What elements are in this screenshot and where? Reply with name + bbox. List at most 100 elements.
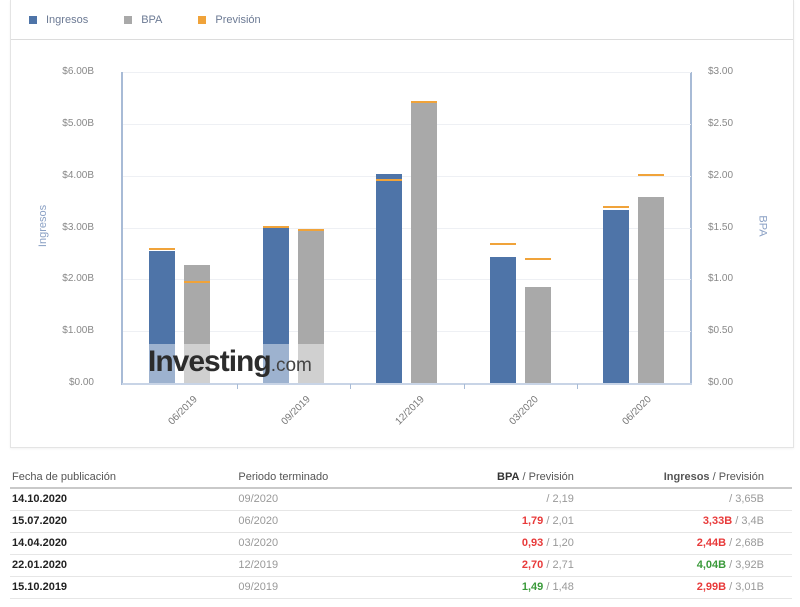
col-eps-fc-label: Previsión <box>528 470 574 483</box>
separator: / <box>729 559 733 571</box>
forecast-marker[interactable] <box>149 248 175 251</box>
watermark-domain: .com <box>270 355 312 376</box>
eps-forecast: 1,20 <box>552 537 574 549</box>
separator: / <box>522 470 526 483</box>
release-date: 15.07.2020 <box>10 510 237 533</box>
prevision-swatch-icon <box>198 15 207 24</box>
y-tick-left: $1.00B <box>62 325 94 337</box>
x-tick-mark <box>577 384 579 389</box>
gridline <box>123 279 691 281</box>
forecast-marker[interactable] <box>524 257 551 260</box>
forecast-marker[interactable] <box>603 205 630 208</box>
bar-ingresos[interactable] <box>489 256 516 383</box>
gridline <box>123 175 691 177</box>
y-tick-right: $2.50 <box>708 117 734 129</box>
forecast-marker[interactable] <box>376 178 403 181</box>
y-tick-left: $5.00B <box>62 117 94 129</box>
bar-ingresos[interactable] <box>149 250 175 383</box>
x-tick-mark <box>350 384 352 389</box>
table-row[interactable]: 15.07.2020 06/2020 1,79 / 2,01 3,33B / 3… <box>10 510 792 533</box>
revenue-cell: 3,33B / 3,4B <box>575 510 792 533</box>
revenue-forecast: 3,4B <box>741 515 764 527</box>
bar-ingresos[interactable] <box>262 228 289 383</box>
col-eps[interactable]: BPA / Previsión <box>421 466 576 489</box>
bar-bpa[interactable] <box>184 264 210 383</box>
eps-actual: 0,93 <box>521 537 544 549</box>
gridline <box>123 123 691 125</box>
forecast-marker[interactable] <box>638 173 665 176</box>
y-tick-right: $1.00 <box>708 273 734 285</box>
legend-item-prevision[interactable]: Previsión <box>198 14 261 26</box>
revenue-cell: 2,99B / 3,01B <box>575 576 792 599</box>
release-date: 14.10.2020 <box>10 488 237 511</box>
forecast-marker[interactable] <box>297 228 324 231</box>
separator: / <box>729 493 733 506</box>
forecast-marker[interactable] <box>184 281 210 284</box>
x-tick-label: 06/2020 <box>620 394 654 428</box>
investing-watermark: Investing .com <box>148 345 312 385</box>
y-tick-left: $3.00B <box>62 221 94 233</box>
watermark-backdrop <box>148 344 342 383</box>
revenue-forecast: 3,01B <box>735 581 764 593</box>
revenue-forecast: 3,65B <box>735 493 764 506</box>
chart-legend: Ingresos BPA Previsión <box>11 0 793 40</box>
eps-actual: 1,79 <box>521 515 544 527</box>
revenue-forecast: 3,92B <box>735 559 764 571</box>
table-row[interactable]: 22.01.2020 12/2019 2,70 / 2,71 4,04B / 3… <box>10 554 792 577</box>
y-axis-right <box>690 72 692 385</box>
y-tick-right: $0.00 <box>708 377 734 388</box>
bpa-swatch-icon <box>124 15 133 24</box>
table-header: Fecha de publicación Periodo terminado B… <box>10 466 792 489</box>
release-date: 14.04.2020 <box>10 532 237 555</box>
forecast-marker[interactable] <box>262 225 289 228</box>
table-row[interactable]: 14.10.2020 09/2020 / 2,19 / 3,65B <box>10 488 792 511</box>
bar-bpa[interactable] <box>524 286 551 383</box>
bar-bpa[interactable] <box>411 103 438 383</box>
eps-cell: 2,70 / 2,71 <box>421 554 576 577</box>
bar-ingresos[interactable] <box>603 210 630 383</box>
separator: / <box>712 470 716 483</box>
gridline <box>123 227 691 229</box>
y-axis-left <box>121 72 123 385</box>
bar-bpa[interactable] <box>297 228 324 383</box>
y-tick-left: $6.00B <box>62 66 94 77</box>
eps-cell: 0,93 / 1,20 <box>421 532 576 555</box>
eps-cell: 1,79 / 2,01 <box>421 510 576 533</box>
eps-forecast: 1,48 <box>552 581 574 593</box>
revenue-actual: 2,99B <box>696 581 727 593</box>
period-ended: 03/2020 <box>236 532 422 555</box>
legend-label: Ingresos <box>46 13 89 26</box>
col-date[interactable]: Fecha de publicación <box>10 466 237 489</box>
eps-forecast: 2,01 <box>552 515 574 527</box>
y-tick-left: $2.00B <box>62 273 94 285</box>
legend-label: BPA <box>141 13 163 26</box>
gridline <box>123 72 691 73</box>
table-row[interactable]: 15.10.2019 09/2019 1,49 / 1,48 2,99B / 3… <box>10 576 792 599</box>
eps-cell: 1,49 / 1,48 <box>421 576 576 599</box>
separator: / <box>729 581 733 593</box>
col-rev-label: Ingresos <box>663 470 710 483</box>
legend-item-bpa[interactable]: BPA <box>124 14 162 26</box>
separator: / <box>546 581 550 593</box>
legend-item-ingresos[interactable]: Ingresos <box>29 14 88 26</box>
forecast-marker[interactable] <box>489 243 516 246</box>
revenue-actual: 2,44B <box>696 537 727 549</box>
revenue-forecast: 2,68B <box>735 537 764 549</box>
separator: / <box>546 515 550 527</box>
eps-forecast: 2,71 <box>552 559 574 571</box>
separator: / <box>729 537 733 549</box>
revenue-actual: 3,33B <box>702 515 733 527</box>
release-date: 15.10.2019 <box>10 576 237 599</box>
y-tick-right: $2.00 <box>708 169 734 181</box>
bar-bpa[interactable] <box>638 197 665 383</box>
col-revenue[interactable]: Ingresos / Previsión <box>575 466 792 489</box>
bar-ingresos[interactable] <box>376 173 403 383</box>
eps-actual: 1,49 <box>521 581 544 593</box>
forecast-marker[interactable] <box>411 101 438 104</box>
table-row[interactable]: 14.04.2020 03/2020 0,93 / 1,20 2,44B / 2… <box>10 532 792 555</box>
watermark-main: Investing <box>148 345 272 378</box>
separator: / <box>546 559 550 571</box>
separator: / <box>735 515 739 527</box>
y-tick-left: $0.00 <box>68 377 94 388</box>
col-period[interactable]: Periodo terminado <box>236 466 422 489</box>
